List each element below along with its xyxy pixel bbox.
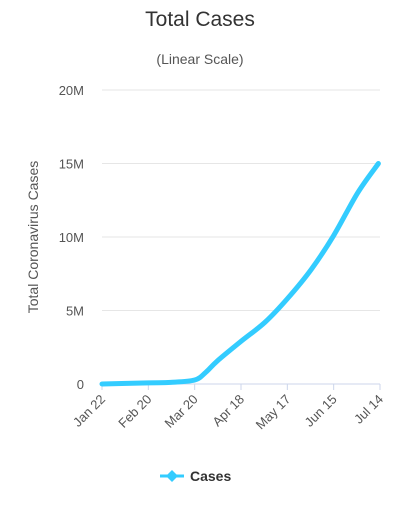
y-axis-title: Total Coronavirus Cases [25, 161, 41, 314]
x-tick-label: Mar 20 [162, 392, 201, 431]
x-tick-label: Feb 20 [115, 392, 154, 431]
y-tick-label: 10M [59, 230, 84, 245]
x-tick-label: Jun 15 [302, 392, 340, 430]
y-tick-label: 15M [59, 157, 84, 172]
x-axis-ticks: Jan 22 Feb 20 Mar 20 Apr 18 May 17 Jun 15 Jul … [70, 384, 386, 432]
y-tick-label: 5M [66, 304, 84, 319]
chart-title: Total Cases [145, 8, 255, 31]
series-group [99, 161, 381, 387]
x-tick-label: Jul 14 [351, 392, 386, 427]
x-tick-label: Apr 18 [209, 392, 247, 430]
legend-label-cases: Cases [190, 468, 231, 484]
x-tick-label: Jan 22 [70, 392, 108, 430]
y-axis-ticks: 0 5M 10M 15M 20M [59, 83, 84, 392]
y-tick-label: 0 [77, 377, 84, 392]
gridlines [102, 89, 380, 311]
x-tick-label: May 17 [253, 392, 294, 433]
series-line-cases[interactable] [99, 161, 381, 387]
y-tick-label: 20M [59, 83, 84, 98]
legend[interactable]: Cases [160, 468, 231, 484]
chart-subtitle: (Linear Scale) [156, 51, 243, 67]
legend-marker-icon [166, 470, 178, 482]
